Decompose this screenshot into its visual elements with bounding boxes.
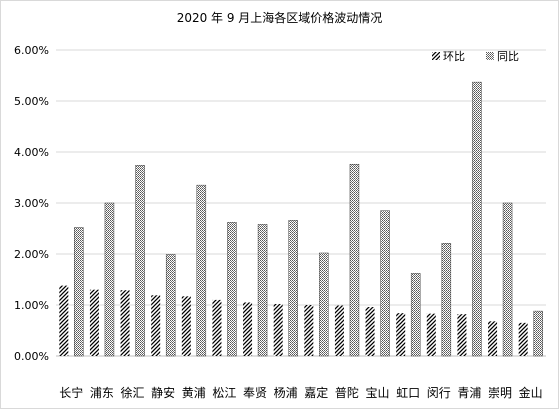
- bar-环比-崇明: [488, 321, 498, 356]
- y-tick-label: 0.00%: [14, 350, 49, 363]
- bar-环比-长宁: [59, 285, 69, 356]
- bar-环比-青浦: [457, 314, 467, 356]
- y-tick-label: 4.00%: [14, 146, 49, 159]
- x-tick-label: 静安: [151, 385, 175, 400]
- bar-环比-徐汇: [120, 290, 130, 356]
- bar-环比-奉贤: [243, 302, 253, 356]
- legend-swatch-环比: [432, 52, 440, 60]
- x-tick-label: 青浦: [457, 386, 481, 400]
- x-tick-label: 闵行: [427, 385, 451, 400]
- chart-title: 2020 年 9 月上海各区域价格波动情况: [176, 11, 383, 25]
- bar-环比-虹口: [396, 313, 406, 356]
- x-tick-label: 松江: [212, 386, 236, 400]
- bar-同比-浦东: [104, 202, 115, 357]
- bar-环比-嘉定: [304, 305, 314, 356]
- x-tick-label: 崇明: [488, 386, 512, 400]
- bar-同比-青浦: [472, 81, 482, 357]
- bar-同比-长宁: [74, 227, 84, 357]
- bar-同比-虹口: [410, 273, 421, 357]
- y-tick-label: 6.00%: [14, 44, 49, 57]
- x-tick-label: 杨浦: [274, 385, 298, 400]
- bar-同比-杨浦: [288, 220, 298, 357]
- bar-环比-宝山: [365, 307, 375, 356]
- x-tick-label: 嘉定: [304, 385, 328, 400]
- bar-同比-松江: [227, 222, 237, 357]
- bar-环比-普陀: [334, 305, 344, 356]
- x-tick-label: 奉贤: [243, 386, 267, 400]
- bar-环比-闵行: [426, 313, 436, 356]
- bar-环比-浦东: [89, 289, 99, 356]
- x-tick-label: 虹口: [396, 386, 420, 400]
- x-tick-label: 浦东: [90, 386, 114, 400]
- bar-同比-静安: [165, 254, 176, 357]
- y-tick-label: 1.00%: [14, 299, 49, 312]
- legend-label-同比: 同比: [497, 50, 519, 63]
- x-tick-label: 黄浦: [182, 386, 206, 400]
- bar-同比-普陀: [349, 163, 360, 357]
- bar-同比-徐汇: [135, 165, 145, 357]
- x-tick-label: 宝山: [366, 386, 390, 400]
- bar-环比-静安: [151, 295, 161, 356]
- bar-同比-奉贤: [257, 224, 268, 357]
- x-tick-label: 徐汇: [121, 385, 145, 400]
- x-tick-label: 普陀: [335, 385, 359, 400]
- bar-同比-嘉定: [319, 252, 329, 357]
- bar-同比-黄浦: [196, 184, 207, 357]
- y-tick-label: 5.00%: [14, 95, 49, 108]
- bar-环比-杨浦: [273, 303, 283, 356]
- y-tick-label: 3.00%: [14, 197, 49, 210]
- bar-同比-崇明: [502, 202, 513, 357]
- y-tick-label: 2.00%: [14, 248, 49, 261]
- bar-环比-黄浦: [181, 296, 191, 356]
- bar-同比-宝山: [380, 210, 390, 357]
- bar-环比-松江: [212, 299, 222, 356]
- x-tick-label: 长宁: [59, 385, 83, 400]
- bar-同比-闵行: [441, 243, 452, 357]
- legend-label-环比: 环比: [443, 50, 465, 63]
- legend-swatch-同比: [486, 52, 494, 60]
- bar-环比-金山: [518, 322, 528, 356]
- x-tick-label: 金山: [519, 385, 543, 400]
- bar-同比-金山: [533, 310, 543, 357]
